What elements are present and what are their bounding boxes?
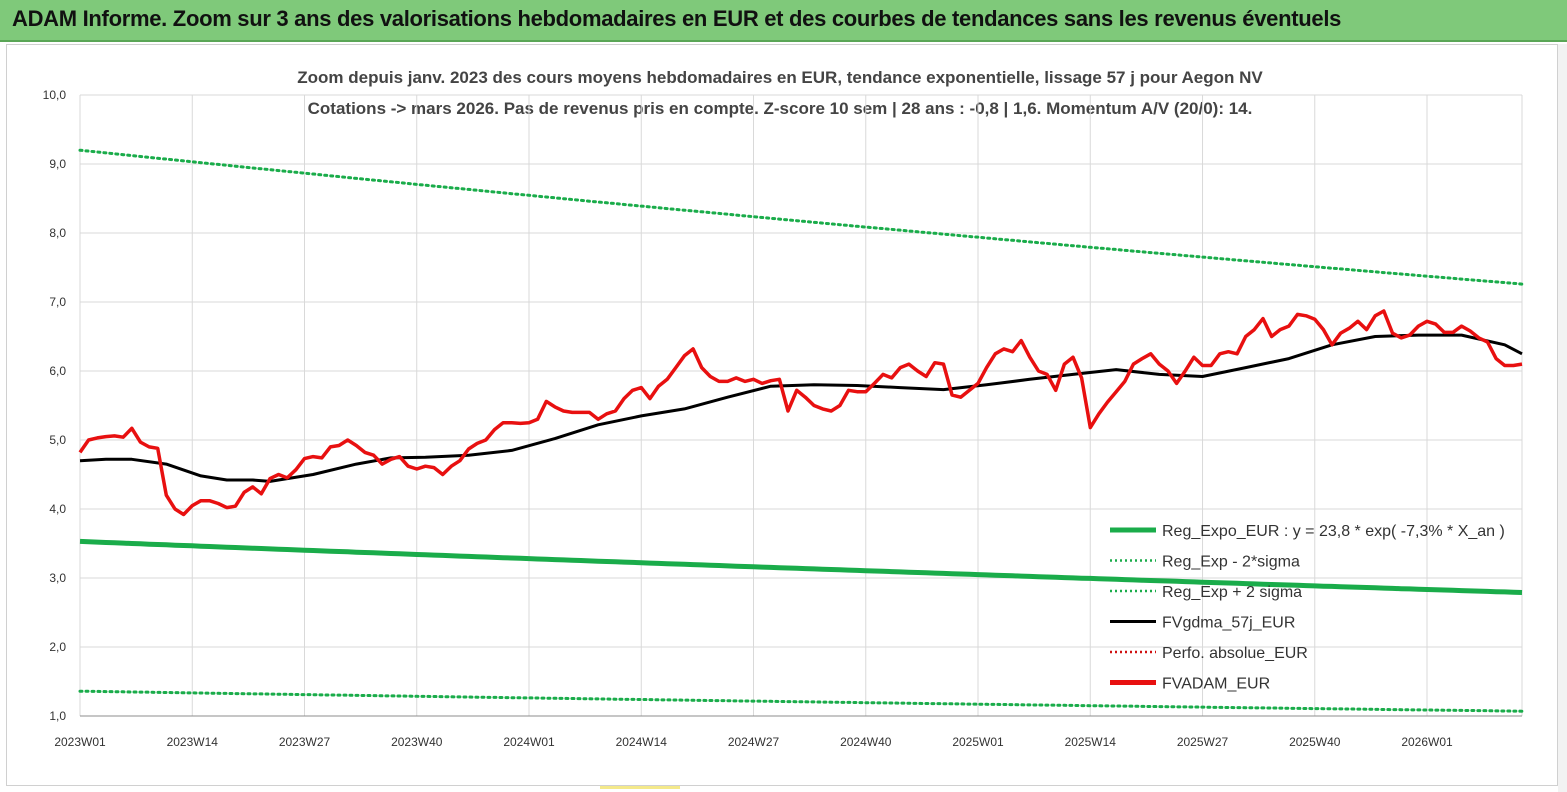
y-tick-label: 9,0 <box>49 157 66 171</box>
y-tick-label: 8,0 <box>49 226 66 240</box>
chart-title-line1: Zoom depuis janv. 2023 des cours moyens … <box>297 68 1263 87</box>
series-reg-expo <box>79 538 1523 595</box>
y-tick-label: 3,0 <box>49 571 66 585</box>
y-tick-label: 2,0 <box>49 640 66 654</box>
x-tick-label: 2023W40 <box>391 735 443 749</box>
legend-label: FVgdma_57j_EUR <box>1162 615 1295 632</box>
y-tick-label: 10,0 <box>43 88 67 102</box>
x-tick-label: 2025W27 <box>1177 735 1229 749</box>
right-margin-strip <box>1558 44 1567 792</box>
legend-label: FVADAM_EUR <box>1162 676 1270 693</box>
y-tick-label: 6,0 <box>49 364 66 378</box>
y-tick-label: 5,0 <box>49 433 66 447</box>
y-tick-label: 1,0 <box>49 709 66 723</box>
x-tick-label: 2024W27 <box>728 735 780 749</box>
x-tick-label: 2025W01 <box>952 735 1004 749</box>
legend-label: Reg_Exp - 2*sigma <box>1162 554 1300 571</box>
legend-label: Reg_Expo_EUR : y = 23,8 * exp( -7,3% * X… <box>1162 523 1505 540</box>
x-tick-label: 2023W14 <box>167 735 219 749</box>
legend-label: Perfo. absolue_EUR <box>1162 645 1308 662</box>
bottom-accent <box>600 786 680 789</box>
series-upper-2sigma <box>78 148 1524 286</box>
legend-label: Reg_Exp + 2 sigma <box>1162 584 1302 601</box>
series-fvadam <box>78 309 1523 517</box>
chart-title-line2: Cotations -> mars 2026. Pas de revenus p… <box>307 99 1253 118</box>
x-tick-label: 2024W14 <box>616 735 668 749</box>
x-tick-label: 2024W01 <box>503 735 555 749</box>
x-tick-label: 2023W01 <box>54 735 106 749</box>
y-tick-label: 7,0 <box>49 295 66 309</box>
x-tick-label: 2025W14 <box>1065 735 1117 749</box>
y-tick-label: 4,0 <box>49 502 66 516</box>
x-tick-label: 2025W40 <box>1289 735 1341 749</box>
chart-frame <box>6 44 1558 786</box>
report-title: ADAM Informe. Zoom sur 3 ans des valoris… <box>12 6 1342 31</box>
series-lower-2sigma <box>78 689 1524 713</box>
x-tick-label: 2026W01 <box>1401 735 1453 749</box>
report-banner: ADAM Informe. Zoom sur 3 ans des valoris… <box>0 0 1567 42</box>
series-fvgdma-57j <box>79 333 1523 483</box>
x-tick-label: 2023W27 <box>279 735 331 749</box>
x-tick-label: 2024W40 <box>840 735 892 749</box>
